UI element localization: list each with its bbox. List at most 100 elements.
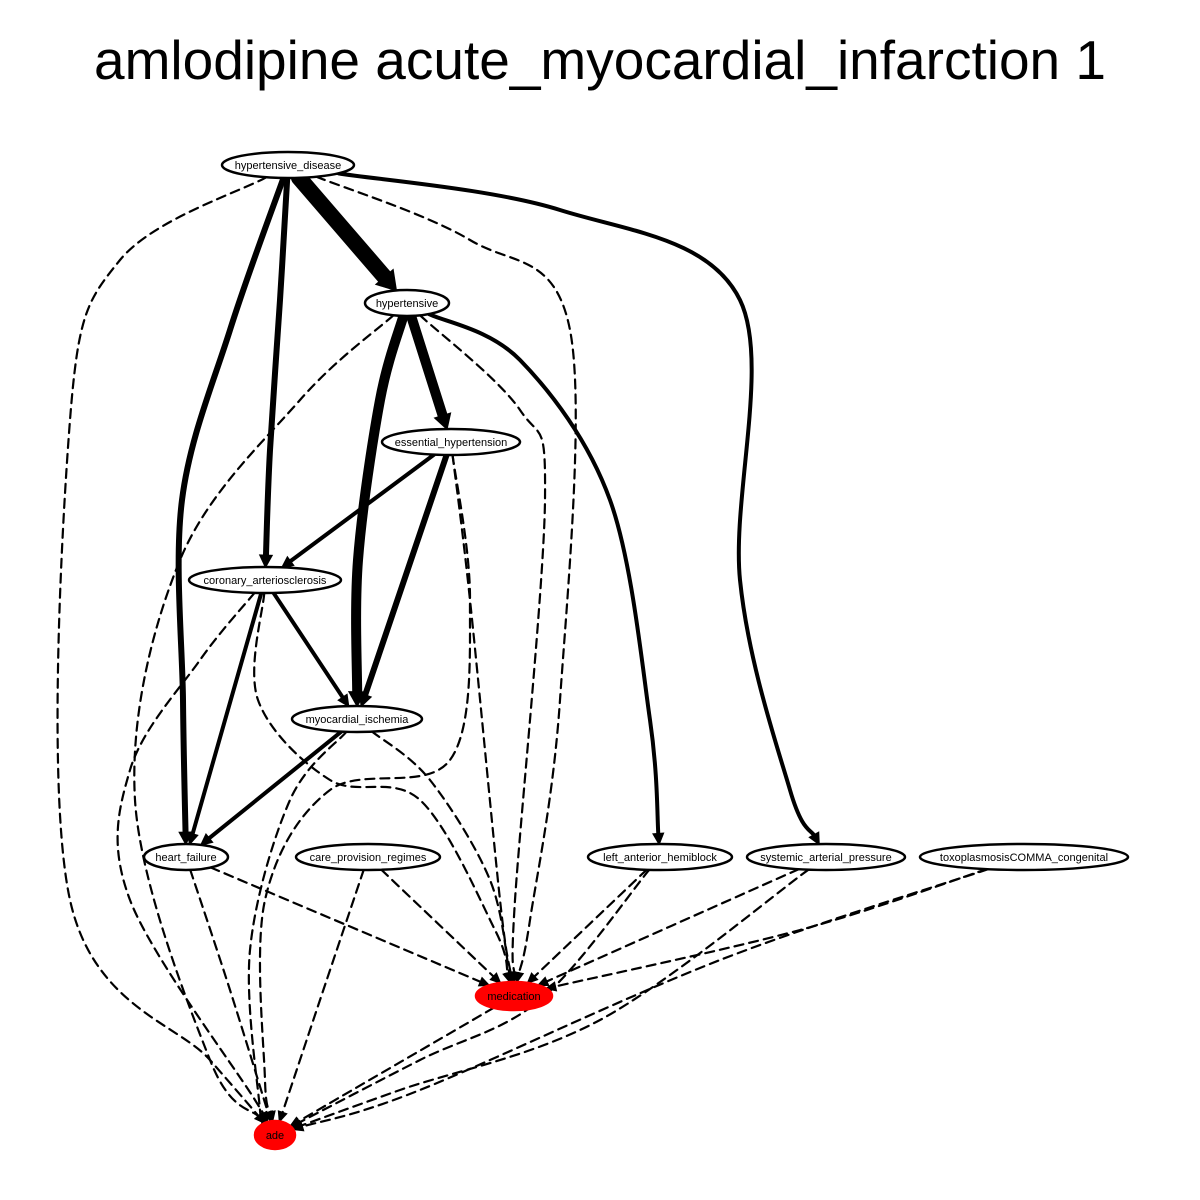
edge-essential-hypertension-to-medication [451,453,516,984]
edge-line [336,171,818,839]
edge-arrowhead [277,1110,288,1124]
diagram-title: amlodipine acute_myocardial_infarction 1 [94,29,1106,91]
node-shape [253,1119,297,1151]
node-toxoplasmosis-congenital: toxoplasmosisCOMMA_congenital [918,842,1130,872]
node-shape [363,288,451,318]
edge-myocardial-ischemia-to-medication [371,730,515,984]
node-label: heart_failure [155,852,216,864]
edge-line [298,868,810,1128]
edge-arrowhead [503,971,515,984]
edge-arrowhead [262,1110,273,1124]
edge-arrowhead [258,554,274,569]
edge-line [418,314,547,976]
node-hypertensive: hypertensive [363,288,451,318]
edge-arrowhead [280,555,295,569]
edge-line [406,310,449,424]
edge-line [552,868,988,988]
edge-line [295,1006,495,1124]
edge-line [205,729,344,842]
node-label: medication [487,991,540,1003]
edge-arrowhead [526,972,539,985]
edge-line [296,868,651,1125]
node-care-provision-regimes: care_provision_regimes [294,842,442,872]
edge-line [371,730,511,976]
node-systemic-arterial-pressure: systemic_arterial_pressure [745,842,907,872]
edge-line [247,730,348,1125]
edge-hypertensive-disease-to-hypertensive [291,169,398,292]
edge-arrowhead [199,833,214,846]
edge-hypertensive-to-essential-hypertension [406,310,452,431]
edge-care-provision-regimes-to-medication [380,868,502,985]
node-shape [586,842,734,872]
edge-arrowhead [374,268,398,292]
edge-arrowhead [536,976,550,986]
edge-care-provision-regimes-to-ade [277,868,365,1124]
edge-line [209,866,484,984]
edge-line [175,174,287,838]
edge-arrowhead [337,693,350,708]
node-shape [745,842,907,872]
node-myocardial-ischemia: myocardial_ischemia [290,704,424,734]
node-label: hypertensive_disease [235,160,341,172]
edge-arrowhead [433,412,452,431]
edge-line [253,591,509,976]
edge-coronary-arteriosclerosis-to-myocardial-ischemia [271,590,350,708]
node-label: care_provision_regimes [310,852,427,864]
edge-line [262,174,291,561]
edge-hypertensive-to-left-anterior-hemiblock [426,312,665,846]
edge-line [189,868,270,1116]
edge-line [543,868,800,984]
edge-arrowhead [652,832,665,846]
edge-arrowhead [477,976,491,987]
edge-coronary-arteriosclerosis-to-heart-failure [186,590,264,846]
node-label: essential_hypertension [395,437,508,449]
node-shape [294,842,442,872]
node-label: left_anterior_hemiblock [603,852,717,864]
node-left-anterior-hemiblock: left_anterior_hemiblock [586,842,734,872]
node-coronary-arteriosclerosis: coronary_arteriosclerosis [187,565,343,595]
edge-line [291,169,395,288]
edge-essential-hypertension-to-ade [258,453,472,1123]
edge-hypertensive-disease-to-systemic-arterial-pressure [336,171,820,846]
edge-left-anterior-hemiblock-to-ade [289,868,651,1128]
edge-layer [56,169,990,1132]
node-shape [187,565,343,595]
edge-arrowhead [358,691,373,708]
node-label: toxoplasmosisCOMMA_congenital [940,852,1108,864]
edge-myocardial-ischemia-to-heart-failure [199,729,344,846]
node-shape [142,842,230,872]
edge-systemic-arterial-pressure-to-medication [536,868,800,986]
edge-arrowhead [288,1116,302,1128]
edge-line [133,314,395,1119]
node-shape [380,427,522,457]
edge-arrowhead [808,831,820,846]
edge-myocardial-ischemia-to-ade [247,730,348,1125]
edge-left-anterior-hemiblock-to-medication [526,868,648,985]
edge-line [258,453,472,1115]
edge-heart-failure-to-ade [189,868,273,1124]
node-essential-hypertension: essential_hypertension [380,427,522,457]
edge-line [271,590,346,702]
edge-essential-hypertension-to-coronary-arteriosclerosis [280,452,437,569]
edge-heart-failure-to-medication [209,866,491,987]
edge-line [380,868,496,979]
edge-line [116,591,269,1122]
edge-arrowhead [186,831,199,846]
node-medication: medication [474,980,554,1012]
node-label: systemic_arterial_pressure [760,852,891,864]
edge-line [351,310,409,700]
edge-line [190,590,264,838]
edge-line [426,312,661,838]
edge-line [532,868,648,979]
edge-medication-to-ade [288,1006,495,1128]
node-shape [220,150,356,180]
node-label: hypertensive [376,298,438,310]
edge-line [56,176,268,1119]
edge-line [361,451,450,701]
node-shape [290,704,424,734]
edge-line [451,453,512,976]
edge-arrowhead [544,981,558,992]
node-heart-failure: heart_failure [142,842,230,872]
edge-line [280,868,365,1116]
